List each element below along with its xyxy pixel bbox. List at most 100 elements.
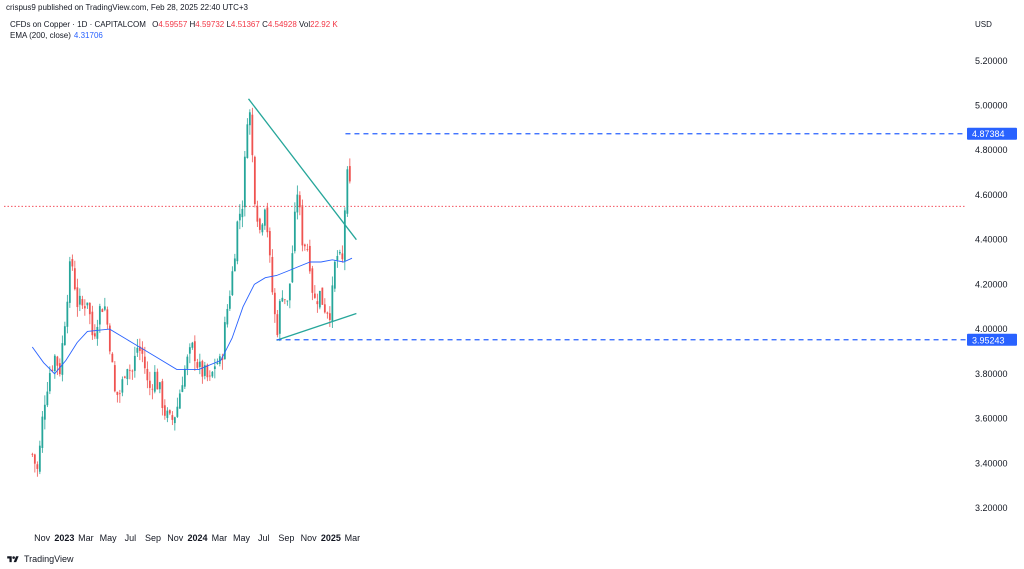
candle-body [248, 112, 251, 126]
candle-body [193, 341, 196, 362]
candle-body [61, 343, 64, 375]
candle-body [211, 371, 214, 377]
candle-body [108, 325, 111, 352]
ohlc-high-value: 4.59732 [195, 20, 225, 29]
symbol-name[interactable]: CFDs on Copper · 1D · CAPITALCOM [10, 20, 146, 29]
y-tick-label: 4.40000 [975, 235, 1008, 245]
candle-body [328, 313, 331, 320]
candle-body [66, 301, 69, 327]
candle-body [246, 124, 249, 158]
candle-body [136, 347, 139, 353]
candle-body [306, 249, 309, 250]
candle-body [326, 312, 329, 314]
candle-body [316, 301, 319, 305]
candle-body [98, 306, 101, 325]
candle-body [203, 365, 206, 376]
candle-body [206, 364, 209, 378]
candle-body [346, 169, 349, 214]
candle-body [41, 416, 44, 448]
candle-body [58, 363, 61, 375]
candle-body [86, 302, 89, 306]
candle-body [83, 306, 86, 309]
candle-body [141, 347, 144, 354]
candle-body [93, 333, 96, 337]
candle-body [38, 445, 41, 472]
candle-body [231, 271, 234, 296]
candle-body [163, 405, 166, 416]
candle-body [293, 211, 296, 252]
candle-body [148, 380, 151, 388]
candle-body [76, 287, 79, 308]
symbol-info: CFDs on Copper · 1D · CAPITALCOM O4.5955… [10, 20, 338, 29]
candle-body [343, 210, 346, 261]
candle-body [296, 194, 299, 213]
ascending-trendline [276, 312, 357, 341]
candle-body [68, 261, 71, 303]
tradingview-logo-icon [7, 555, 19, 562]
candle-body [166, 410, 169, 418]
candle-body [131, 370, 134, 372]
candle-body [283, 299, 286, 301]
ohlc-open-value: 4.59557 [158, 20, 188, 29]
candle-body [103, 306, 106, 310]
candle-body [281, 297, 284, 302]
candle-body [286, 300, 289, 302]
level-label-background [967, 333, 1017, 346]
candle-body [126, 369, 129, 380]
candle-body [241, 208, 244, 218]
y-tick-label: 5.00000 [975, 101, 1008, 111]
candle-body [96, 326, 99, 339]
candle-body [71, 259, 74, 267]
candle-body [158, 382, 161, 390]
descending-trendline [247, 98, 357, 241]
candle-body [341, 253, 344, 260]
candle-body [48, 373, 51, 392]
candle-body [331, 285, 334, 322]
ema-label[interactable]: EMA (200, close) [10, 31, 71, 40]
x-tick-label: 2024 [187, 533, 207, 543]
candle-body [78, 295, 81, 305]
candle-body [218, 356, 221, 364]
candle-body [73, 268, 76, 290]
x-tick-label: Sep [145, 533, 161, 543]
candle-body [161, 381, 164, 409]
footer-brand[interactable]: TradingView [24, 554, 74, 564]
candle-body [198, 361, 201, 368]
candle-body [308, 245, 311, 272]
candle-body [101, 309, 104, 312]
candle-body [188, 347, 191, 354]
candle-body [181, 385, 184, 392]
y-tick-label: 4.20000 [975, 279, 1008, 289]
candle-body [123, 376, 126, 378]
candle-body [268, 231, 271, 256]
candle-body [143, 356, 146, 369]
candle-body [348, 166, 351, 182]
candle-body [56, 356, 59, 366]
candle-body [133, 355, 136, 371]
candle-body [313, 293, 316, 298]
candle-body [171, 415, 174, 420]
candle-body [51, 369, 54, 371]
y-tick-label: 4.80000 [975, 145, 1008, 155]
candle-body [303, 244, 306, 247]
candle-body [323, 304, 326, 313]
candle-body [113, 365, 116, 392]
candle-body [236, 221, 239, 262]
x-tick-label: Mar [345, 533, 361, 543]
ohlc-low-value: 4.51367 [230, 20, 260, 29]
candle-body [146, 368, 149, 381]
candle-body [251, 114, 254, 156]
ema-info: EMA (200, close) 4.31706 [10, 31, 103, 40]
candle-body [261, 224, 264, 233]
candle-body [156, 371, 159, 390]
candle-body [298, 195, 301, 208]
x-tick-label: 2025 [321, 533, 341, 543]
volume-key: Vol [299, 20, 311, 29]
x-tick-label: Nov [167, 533, 184, 543]
candle-body [228, 296, 231, 309]
y-tick-label: 3.20000 [975, 503, 1008, 513]
ohlc-close-value: 4.54928 [267, 20, 297, 29]
candle-body [168, 410, 171, 414]
candle-body [311, 268, 314, 293]
